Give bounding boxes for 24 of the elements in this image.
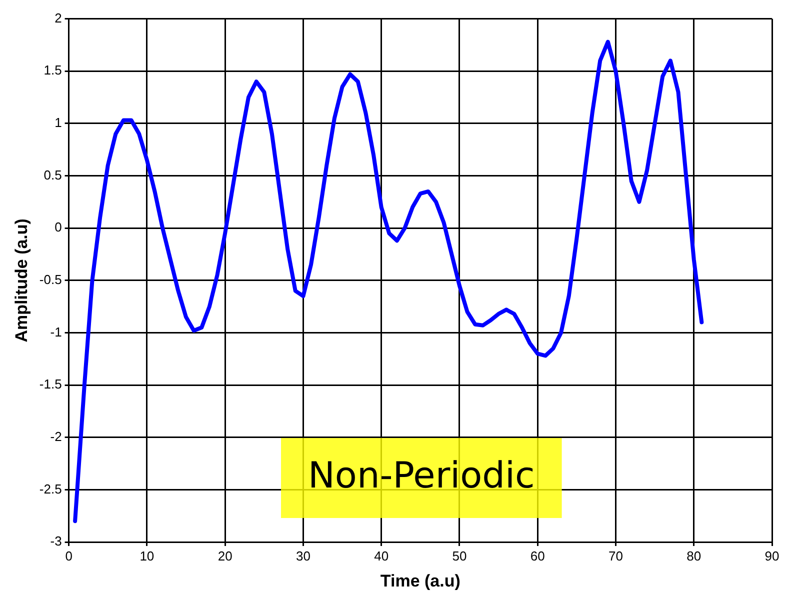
x-tick-label: 10	[140, 548, 154, 564]
y-tick-label: -2.5	[39, 481, 62, 496]
x-tick-label: 60	[530, 548, 545, 564]
y-tick-label: 1.5	[44, 62, 62, 78]
x-tick-label: 70	[608, 548, 623, 564]
y-tick-label: 2	[54, 10, 62, 26]
y-tick-label: -1.5	[39, 376, 62, 392]
x-tick-label: 80	[686, 548, 702, 564]
y-tick-label: -1	[50, 324, 62, 340]
x-tick-label: 20	[218, 548, 232, 564]
y-tick-label: 0.5	[44, 167, 62, 182]
annotation: Non-Periodic	[308, 455, 535, 496]
y-tick-label: -3	[50, 534, 62, 549]
x-axis-title: Time (a.u)	[380, 571, 460, 590]
y-tick-label: -2	[50, 428, 62, 444]
x-tick-label: 50	[452, 548, 467, 564]
x-tick-label: 0	[65, 548, 72, 564]
y-tick-label: 1	[54, 115, 62, 130]
y-tick-label: -0.5	[39, 272, 62, 287]
x-tick-label: 40	[374, 548, 389, 564]
y-axis-title: Amplitude (a.u)	[12, 218, 31, 342]
x-tick-label: 30	[296, 548, 310, 564]
y-tick-label: 0	[54, 220, 62, 235]
x-tick-label: 90	[764, 548, 780, 564]
